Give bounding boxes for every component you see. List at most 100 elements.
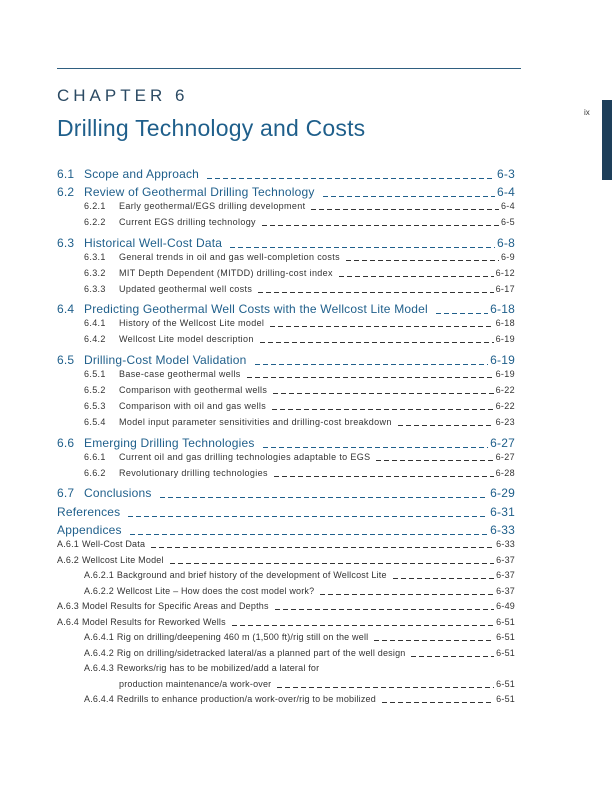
toc-entry: 6.5 Drilling-Cost Model Validation 6-19: [57, 353, 515, 369]
entry-number: 6.5.2: [84, 384, 106, 395]
toc-entry: 6.1 Scope and Approach 6-3: [57, 167, 515, 183]
entry-page: 6-19: [490, 352, 515, 367]
entry-page: 6-31: [490, 504, 515, 519]
entry-title: Appendices: [57, 523, 122, 538]
entry-page: 6-19: [495, 368, 515, 379]
page-number: ix: [584, 108, 590, 117]
leader: [345, 259, 499, 261]
leader: [274, 609, 495, 611]
entry-title: Reworks/rig has to be mobilized/add a la…: [116, 663, 320, 674]
toc-entry: A.6.4 Model Results for Reworked Wells 6-5…: [57, 617, 515, 633]
entry-number: A.6.3: [57, 601, 80, 612]
table-of-contents: 6.1 Scope and Approach 6-3 6.2 Review of Geo…: [57, 164, 515, 710]
leader: [272, 408, 494, 410]
toc-entry: 6.2.2 Current EGS drilling technology 6-5: [57, 217, 515, 233]
toc-entry: A.6.3 Model Results for Specific Areas an…: [57, 601, 515, 617]
entry-title: Wellcost Lite model description: [119, 334, 254, 345]
entry-number: 6.4.1: [84, 318, 106, 329]
entry-title: Emerging Drilling Technologies: [84, 435, 255, 450]
entry-title: Scope and Approach: [84, 166, 200, 181]
leader: [435, 313, 489, 315]
entry-page: 6-23: [495, 416, 515, 427]
entry-title: Background and brief history of the deve…: [116, 570, 387, 581]
toc-entry: A.6.4.3 Reworks/rig has to be mobilized/a…: [57, 663, 515, 679]
chapter-title: Drilling Technology and Costs: [57, 115, 366, 141]
entry-title-continued: production maintenance/a work-over: [119, 678, 272, 689]
entry-page: 6-8: [497, 235, 515, 250]
toc-entry: A.6.1 Well-Cost Data 6-33: [57, 539, 515, 555]
leader: [311, 209, 499, 211]
entry-number: A.6.4.2: [84, 647, 114, 658]
toc-entry: 6.2 Review of Geothermal Drilling Technol…: [57, 185, 515, 201]
entry-title: Model Results for Reworked Wells: [82, 616, 226, 627]
entry-title: Redrills to enhance production/a work-ov…: [116, 694, 376, 705]
toc-entry: A.6.4.1 Rig on drilling/deepening 460 m (…: [57, 632, 515, 648]
entry-number: A.6.2.1: [84, 570, 114, 581]
leader: [258, 291, 494, 293]
entry-number: 6.4: [57, 302, 75, 317]
toc-entry: A.6.4.4 Redrills to enhance production/a …: [57, 694, 515, 710]
entry-title: General trends in oil and gas well-compl…: [119, 251, 340, 262]
toc-entry-continued: production maintenance/a work-over 6-51: [57, 679, 515, 695]
leader: [129, 534, 489, 536]
header-rule: [57, 68, 521, 69]
entry-title: References: [57, 504, 121, 519]
leader: [322, 196, 496, 198]
entry-number: 6.3.3: [84, 283, 106, 294]
entry-title: Rig on drilling/deepening 460 m (1,500 f…: [116, 632, 369, 643]
entry-page: 6-19: [495, 334, 515, 345]
entry-page: 6-33: [490, 523, 515, 538]
entry-title: Revolutionary drilling technologies: [119, 467, 268, 478]
toc-entry: Appendices 6-33: [57, 523, 515, 539]
entry-number: A.6.2.2: [84, 585, 114, 596]
entry-title: Wellcost Lite – How does the cost model …: [116, 585, 315, 596]
toc-entry: 6.4 Predicting Geothermal Well Costs with…: [57, 302, 515, 318]
entry-title: Historical Well-Cost Data: [84, 235, 223, 250]
entry-page: 6-18: [490, 302, 515, 317]
entry-number: 6.3.2: [84, 267, 106, 278]
entry-page: 6-17: [495, 283, 515, 294]
entry-number: 6.5.1: [84, 368, 106, 379]
entry-page: 6-9: [500, 251, 515, 262]
entry-title: MIT Depth Dependent (MITDD) drilling-cos…: [119, 267, 333, 278]
entry-number: 6.3.1: [84, 251, 106, 262]
leader: [397, 424, 494, 426]
entry-title: Predicting Geothermal Well Costs with th…: [84, 302, 428, 317]
entry-title: Review of Geothermal Drilling Technology: [84, 185, 315, 200]
entry-page: 6-28: [495, 467, 515, 478]
entry-page: 6-51: [496, 616, 515, 627]
entry-page: 6-22: [495, 400, 515, 411]
entry-number: A.6.4.1: [84, 632, 114, 643]
leader: [169, 562, 495, 564]
entry-title: Model Results for Specific Areas and Dep…: [82, 601, 269, 612]
toc-entry: 6.3 Historical Well-Cost Data 6-8: [57, 236, 515, 252]
entry-page: 6-51: [496, 647, 515, 658]
entry-page: 6-3: [497, 166, 515, 181]
entry-title: Wellcost Lite Model: [82, 554, 164, 565]
entry-number: 6.2.2: [84, 217, 106, 228]
leader: [376, 459, 494, 461]
entry-page: 6-33: [496, 539, 515, 550]
entry-page: 6-37: [496, 585, 515, 596]
entry-title: Conclusions: [84, 486, 152, 501]
chapter-label: CHAPTER 6: [57, 86, 189, 105]
entry-number: 6.4.2: [84, 334, 106, 345]
leader: [381, 702, 495, 704]
entry-page: 6-37: [496, 554, 515, 565]
entry-number: A.6.2: [57, 554, 80, 565]
leader: [374, 640, 495, 642]
toc-entry: 6.6 Emerging Drilling Technologies 6-27: [57, 436, 515, 452]
entry-page: 6-12: [495, 267, 515, 278]
toc-entry: A.6.2.2 Wellcost Lite – How does the cost…: [57, 586, 515, 602]
entry-title: Current oil and gas drilling technologie…: [119, 451, 371, 462]
entry-page: 6-27: [495, 451, 515, 462]
toc-entry: A.6.4.2 Rig on drilling/sidetracked later…: [57, 648, 515, 664]
entry-title: Base-case geothermal wells: [119, 368, 241, 379]
entry-number: 6.6: [57, 435, 75, 450]
entry-number: A.6.4.3: [84, 663, 114, 674]
leader: [259, 342, 494, 344]
entry-title: Drilling-Cost Model Validation: [84, 352, 247, 367]
toc-entry: 6.5.2 Comparison with geothermal wells 6-2…: [57, 385, 515, 401]
entry-page: 6-51: [496, 632, 515, 643]
